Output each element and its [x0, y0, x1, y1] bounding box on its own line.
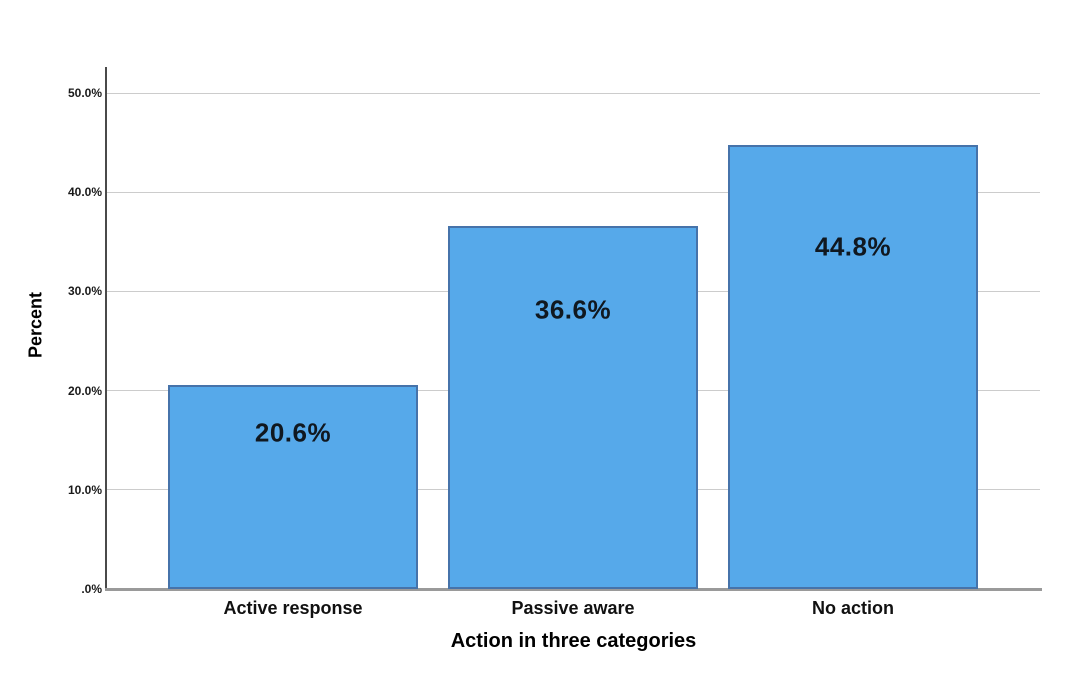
y-tick-label: 30.0% [67, 284, 102, 299]
y-tick-label: 20.0% [67, 383, 102, 398]
bar-value-label: 44.8% [814, 231, 892, 262]
y-axis-line [105, 67, 107, 591]
bar-value-label: 20.6% [254, 417, 332, 448]
y-tick-label: 40.0% [67, 185, 102, 200]
y-tick-label: .0% [81, 582, 102, 596]
gridline [107, 92, 1040, 94]
x-category-label: No action [811, 598, 894, 618]
bar: 36.6% [448, 225, 698, 589]
x-category-label: Active response [223, 598, 363, 618]
y-tick-label: 10.0% [67, 482, 102, 497]
bar-value-label: 36.6% [534, 294, 612, 325]
bar: 20.6% [168, 384, 418, 589]
x-category-label: Passive aware [511, 598, 635, 618]
y-tick-label: 50.0% [67, 86, 102, 100]
x-axis-line [105, 588, 1042, 591]
bar: 44.8% [728, 144, 978, 589]
gridline [107, 191, 1040, 193]
x-axis-title: Action in three categories [450, 630, 697, 652]
